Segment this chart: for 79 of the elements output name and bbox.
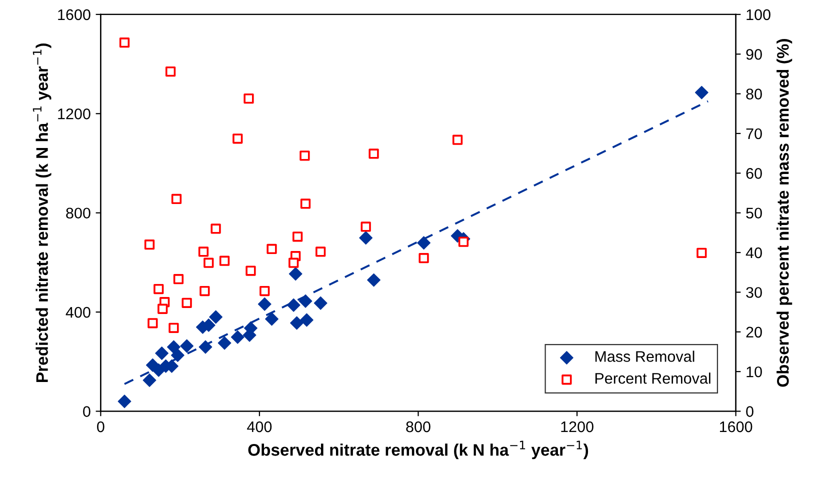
y2-tick-label: 100 (746, 9, 770, 20)
point (244, 93, 254, 104)
point (300, 198, 311, 209)
legend-label: Percent Removal (595, 372, 710, 384)
point (458, 236, 469, 247)
point (417, 236, 431, 250)
point (173, 274, 184, 284)
point (148, 318, 158, 328)
point (155, 346, 169, 360)
point (367, 273, 380, 287)
point (288, 258, 299, 268)
point (198, 340, 212, 354)
point (452, 134, 463, 145)
y-tick-label: 400 (66, 306, 90, 318)
point (158, 304, 168, 314)
y-axis-title: Predicted nitrate removal (k N ha$^{−1}$ year$^{−1}$) (32, 44, 52, 382)
y2-tick-label: 40 (746, 247, 762, 258)
x-tick-label: 800 (406, 421, 430, 432)
point (219, 256, 230, 266)
y2-axis-title: Observed percent nitrate mass removed (%) (776, 39, 792, 387)
point (154, 284, 164, 294)
y2-tick-label: 20 (746, 326, 762, 338)
y-tick-label: 1200 (58, 108, 90, 120)
point (182, 298, 192, 308)
point (316, 246, 326, 257)
point (292, 232, 303, 242)
point (118, 394, 132, 408)
point (119, 38, 130, 48)
point (260, 286, 270, 296)
point (418, 253, 429, 264)
point (286, 298, 300, 312)
point (359, 231, 373, 245)
point (198, 246, 209, 257)
y2-tick-label: 30 (746, 287, 762, 298)
point (168, 322, 179, 333)
x-tick-label: 1600 (720, 421, 752, 432)
point (694, 86, 708, 100)
point (232, 134, 243, 144)
point (288, 267, 302, 281)
y2-tick-label: 90 (746, 48, 762, 60)
legend-label: Mass Removal (595, 350, 694, 362)
point (200, 286, 210, 296)
point (209, 310, 223, 324)
point (300, 313, 314, 327)
point (246, 266, 256, 276)
point (210, 224, 221, 234)
y-tick-label: 800 (66, 208, 90, 219)
x-tick-label: 1200 (561, 421, 594, 432)
point (258, 297, 272, 311)
point (144, 240, 155, 250)
point (218, 336, 232, 350)
point (165, 66, 176, 77)
x-tick-label: 0 (97, 421, 104, 432)
point (266, 244, 277, 254)
y-tick-label: 0 (83, 406, 90, 417)
x-axis-title: Observed nitrate removal (k N ha$^{−1}$ year$^{−1}$) (248, 440, 588, 460)
point (180, 339, 194, 353)
point (290, 316, 304, 330)
point (230, 330, 244, 344)
point (170, 348, 184, 362)
point (368, 148, 379, 159)
y2-tick-label: 10 (746, 366, 762, 378)
y2-tick-label: 80 (746, 88, 762, 100)
point (696, 248, 707, 258)
point (142, 374, 156, 387)
point (314, 296, 328, 310)
point (265, 312, 278, 326)
point (167, 340, 180, 354)
point (298, 294, 312, 308)
y2-tick-label: 0 (746, 406, 754, 417)
y2-tick-label: 50 (746, 208, 762, 219)
point (204, 258, 214, 268)
x-tick-label: 400 (247, 421, 272, 432)
y2-tick-label: 70 (746, 128, 762, 140)
point (360, 222, 371, 232)
point (171, 194, 182, 204)
y-tick-label: 1600 (58, 9, 90, 20)
y2-tick-label: 60 (746, 168, 762, 179)
point (300, 150, 310, 161)
